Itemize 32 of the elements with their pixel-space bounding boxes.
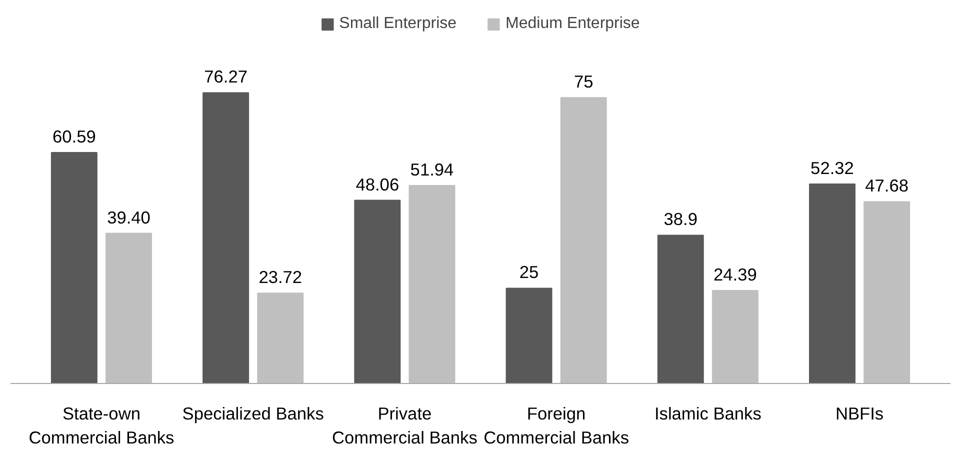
data-label: 47.68 bbox=[865, 176, 909, 196]
data-label: 25 bbox=[519, 262, 539, 282]
data-label: 52.32 bbox=[810, 158, 854, 178]
x-tick-label: Islamic Banks bbox=[654, 404, 762, 424]
data-label: 76.27 bbox=[204, 66, 248, 87]
bar bbox=[712, 290, 758, 384]
data-label: 38.9 bbox=[664, 209, 698, 230]
x-tick-label: NBFIs bbox=[835, 404, 884, 424]
data-label: 24.39 bbox=[714, 264, 757, 285]
bar bbox=[809, 184, 856, 384]
bar bbox=[106, 232, 152, 384]
x-tick-label: Foreign Commercial Banks bbox=[484, 404, 630, 448]
data-label: 39.40 bbox=[107, 207, 150, 228]
bar bbox=[657, 234, 704, 384]
x-tick-label: Private Commercial Banks bbox=[332, 404, 478, 448]
bar bbox=[408, 184, 456, 384]
legend-label: Small Enterprise bbox=[339, 15, 457, 33]
x-tick-label: Specialized Banks bbox=[182, 404, 324, 424]
data-label: 23.72 bbox=[258, 267, 302, 288]
bar bbox=[257, 292, 304, 384]
legend-label: Medium Enterprise bbox=[506, 15, 640, 33]
data-label: 48.06 bbox=[356, 174, 400, 194]
bar bbox=[864, 201, 910, 384]
data-label: 75 bbox=[574, 72, 594, 92]
data-label: 60.59 bbox=[52, 126, 96, 147]
data-label: 51.94 bbox=[410, 159, 454, 180]
bar bbox=[354, 200, 401, 384]
bar bbox=[50, 152, 98, 384]
bar bbox=[202, 92, 250, 384]
x-tick-label: State-own Commercial Banks bbox=[28, 404, 175, 448]
bar bbox=[506, 288, 552, 384]
bar bbox=[560, 97, 607, 384]
